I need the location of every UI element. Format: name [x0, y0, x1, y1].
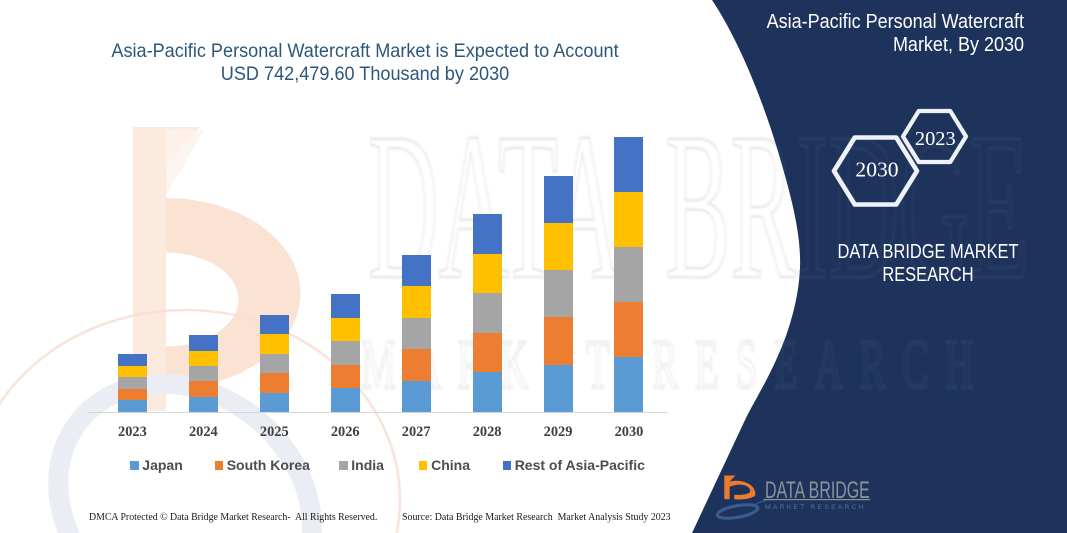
svg-text:MARKET RESEARCH: MARKET RESEARCH [765, 504, 866, 511]
svg-text:DATA BRIDGE: DATA BRIDGE [765, 476, 870, 504]
svg-text:2030: 2030 [855, 157, 898, 181]
svg-text:2023: 2023 [915, 128, 956, 150]
